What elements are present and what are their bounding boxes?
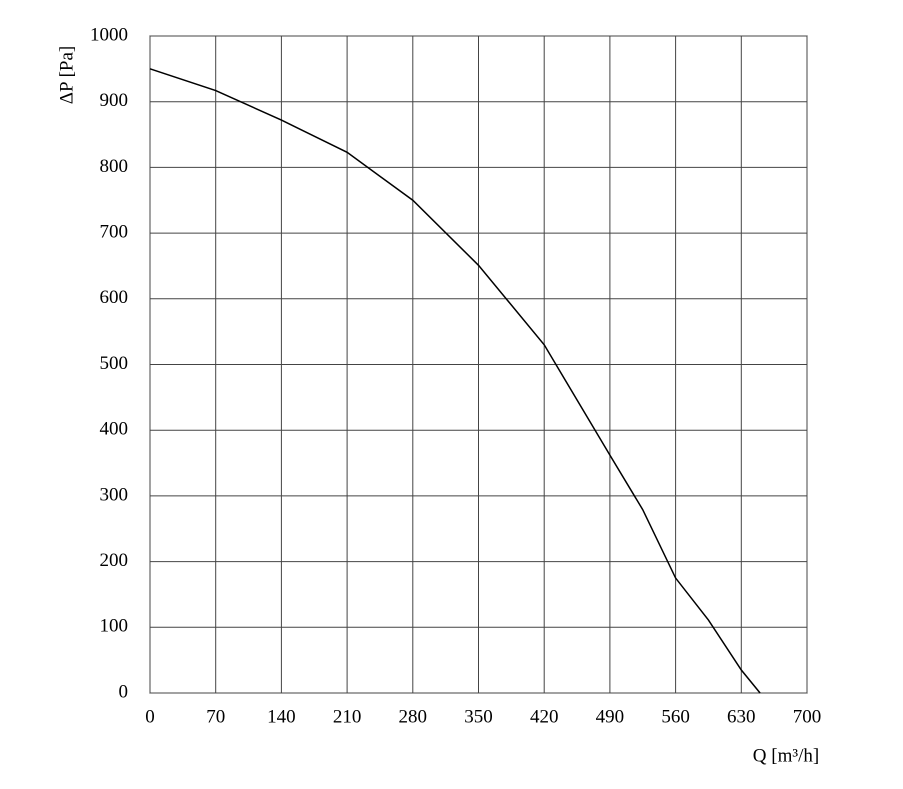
y-tick-label: 1000 bbox=[90, 24, 128, 45]
data-line bbox=[149, 68, 761, 694]
x-tick-label: 210 bbox=[333, 706, 362, 727]
x-tick-label: 560 bbox=[661, 706, 690, 727]
y-tick-label: 0 bbox=[119, 681, 129, 702]
y-tick-label: 600 bbox=[100, 287, 129, 308]
y-tick-label: 900 bbox=[100, 90, 129, 111]
x-tick-label: 0 bbox=[145, 706, 155, 727]
x-tick-label: 140 bbox=[267, 706, 296, 727]
y-tick-label: 300 bbox=[100, 484, 129, 505]
y-tick-label: 400 bbox=[100, 419, 129, 440]
x-tick-label: 700 bbox=[793, 706, 822, 727]
y-axis-label: ΔP [Pa] bbox=[56, 46, 77, 104]
x-axis-label: Q [m³/h] bbox=[753, 745, 819, 766]
y-tick-label: 700 bbox=[100, 221, 129, 242]
y-tick-label: 500 bbox=[100, 353, 129, 374]
x-tick-label: 490 bbox=[596, 706, 625, 727]
x-tick-label: 280 bbox=[399, 706, 428, 727]
x-tick-label: 630 bbox=[727, 706, 756, 727]
y-tick-label: 800 bbox=[100, 156, 129, 177]
x-tick-label: 70 bbox=[206, 706, 225, 727]
x-tick-label: 420 bbox=[530, 706, 559, 727]
x-tick-label: 350 bbox=[464, 706, 493, 727]
y-tick-label: 200 bbox=[100, 550, 129, 571]
y-tick-label: 100 bbox=[100, 616, 129, 637]
